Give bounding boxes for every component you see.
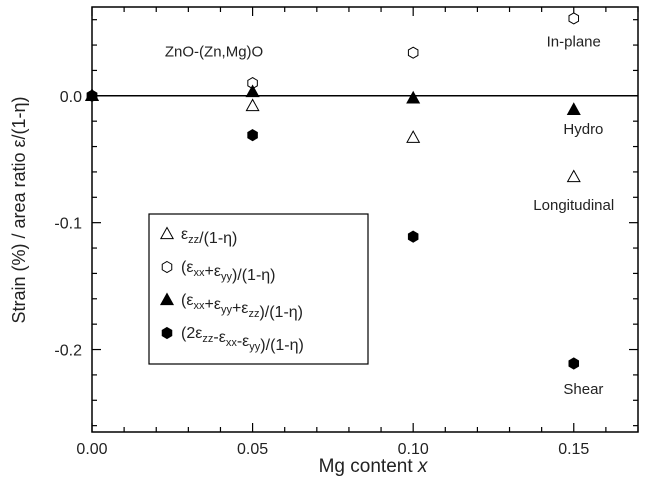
legend-marker: [162, 328, 172, 339]
x-axis-label: Mg content x: [319, 456, 429, 477]
series-3-point: [246, 86, 258, 97]
annotation-label: Longitudinal: [533, 197, 614, 214]
annotation-label: Hydro: [563, 121, 603, 138]
legend: εzz/(1-η)(εxx+εyy)/(1-η)(εxx+εyy+εzz)/(1…: [149, 214, 368, 364]
annotation-label: Shear: [563, 381, 603, 398]
annotation-label: In-plane: [547, 33, 601, 50]
x-tick-label: 0.00: [76, 441, 107, 458]
annotation-label: ZnO-(Zn,Mg)O: [165, 43, 263, 60]
x-axis-label-text: Mg content: [319, 456, 418, 477]
y-tick-label: -0.1: [54, 216, 82, 233]
y-tick-label: 0.0: [60, 89, 82, 106]
series-4-point: [408, 231, 418, 242]
series-2-point: [408, 47, 418, 58]
series-1-point: [568, 171, 580, 182]
series-3-point: [568, 103, 580, 114]
series-1-point: [407, 131, 419, 142]
legend-marker: [162, 262, 172, 273]
y-tick-label: -0.2: [54, 343, 82, 360]
x-tick-label: 0.15: [558, 441, 589, 458]
series-4-point: [87, 90, 97, 101]
series-3-point: [407, 92, 419, 103]
series-4-point: [569, 358, 579, 369]
series-1-point: [246, 99, 258, 110]
series-2-point: [569, 13, 579, 24]
x-tick-label: 0.05: [237, 441, 268, 458]
y-axis-label: Strain (%) / area ratio ε/(1-η): [9, 96, 29, 323]
x-axis-label-variable: x: [417, 456, 429, 477]
series-4-point: [248, 130, 258, 141]
